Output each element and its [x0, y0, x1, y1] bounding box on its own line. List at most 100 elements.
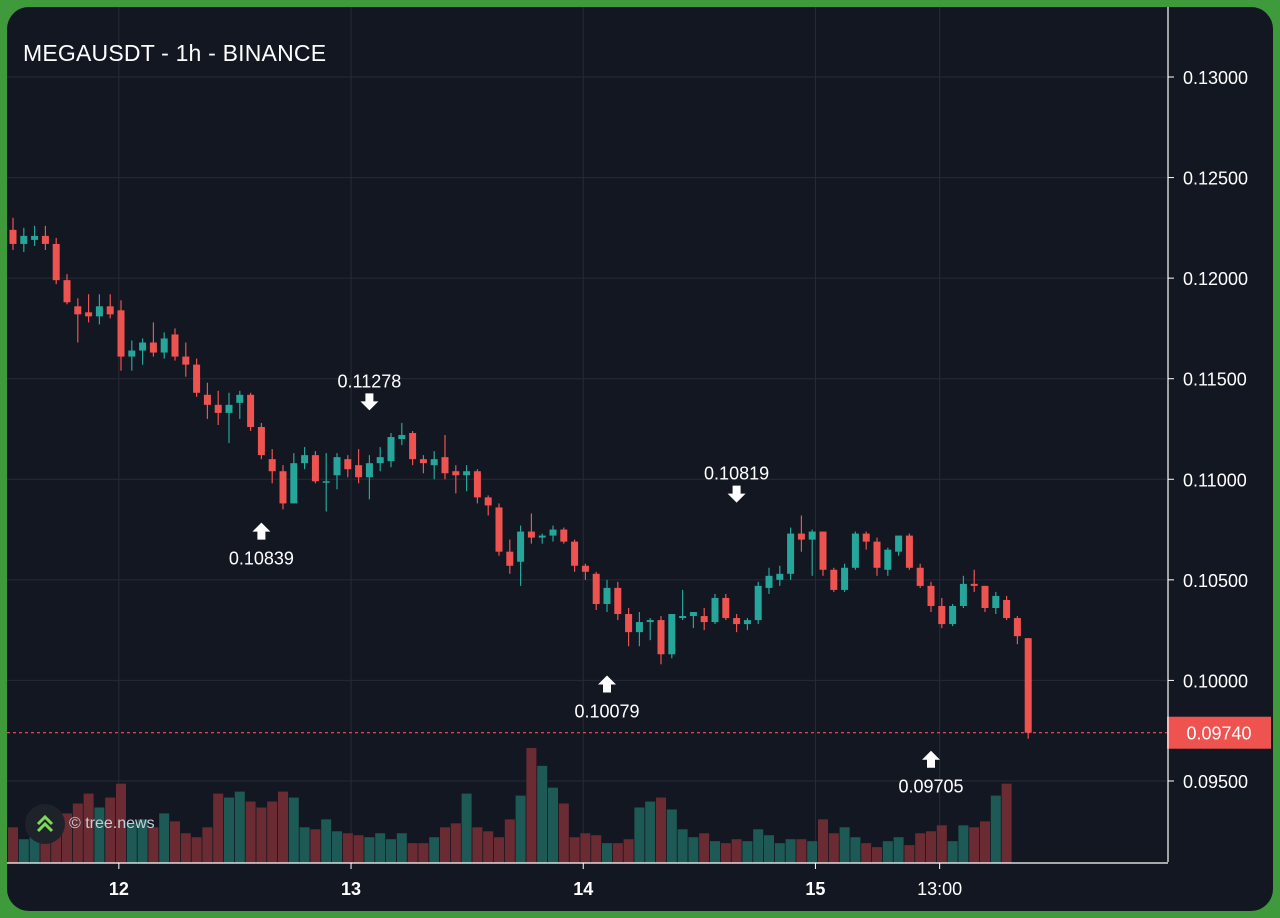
volume-bar: [796, 839, 807, 863]
volume-bar: [558, 803, 569, 863]
volume-bar: [537, 765, 548, 863]
candle-body: [128, 350, 136, 357]
candle-body: [981, 585, 989, 608]
volume-bar: [872, 847, 882, 863]
volume-bar: [515, 795, 526, 863]
candle-body: [463, 471, 471, 476]
volume-bar: [29, 831, 40, 863]
volume-bar: [396, 833, 407, 863]
candle-body: [31, 235, 39, 240]
candle-body: [949, 605, 957, 625]
candle-body: [819, 531, 827, 570]
volume-bar: [882, 841, 893, 863]
candle-body: [787, 533, 795, 574]
y-tick-label: 0.13000: [1183, 68, 1248, 88]
candle-body: [214, 404, 222, 413]
candle-body: [733, 618, 741, 625]
candle-body: [581, 565, 589, 572]
chart-title: MEGAUSDT - 1h - BINANCE: [23, 40, 327, 66]
candle-body: [841, 567, 849, 590]
volume-bar: [418, 843, 429, 863]
candle-body: [387, 437, 395, 462]
candle-body: [560, 529, 568, 542]
candle-body: [873, 541, 881, 568]
candle-body: [916, 567, 924, 586]
volume-bar: [666, 809, 677, 863]
volume-bar: [526, 748, 537, 863]
volume-bar: [580, 833, 591, 863]
volume-bar: [602, 843, 612, 863]
candle-body: [365, 463, 373, 478]
candle-body: [808, 531, 816, 540]
candle-body: [527, 531, 535, 538]
volume-bar: [623, 839, 634, 863]
volume-bar: [353, 835, 364, 863]
volume-bar: [818, 819, 828, 863]
volume-bar: [51, 825, 62, 863]
arrow-up-icon: [922, 750, 940, 768]
volume-bar: [256, 807, 267, 863]
volume-bar: [720, 843, 731, 863]
candle-body: [63, 280, 71, 303]
candle-body: [754, 585, 762, 621]
volume-bar: [310, 829, 321, 863]
volume-bar: [321, 819, 332, 863]
volume-bar: [947, 841, 958, 863]
candle-body: [895, 535, 903, 552]
volume-bar: [278, 791, 288, 863]
volume-bar: [40, 833, 51, 863]
candle-body: [20, 235, 28, 244]
volume-bar: [893, 837, 904, 863]
candle-body: [938, 605, 946, 625]
volume-bar: [148, 827, 159, 863]
volume-bar: [699, 833, 710, 863]
volume-bar: [191, 837, 202, 863]
candle-body: [657, 620, 665, 655]
high-price-label: 0.10819: [704, 464, 769, 484]
x-tick-label: 15: [805, 879, 825, 899]
candle-body: [927, 585, 935, 606]
candle-body: [268, 459, 276, 472]
brand-watermark: © tree.news: [25, 804, 155, 844]
low-price-label: 0.10079: [574, 702, 639, 722]
candle-body: [1003, 599, 1011, 619]
high-price-label: 0.11278: [338, 371, 402, 391]
candle-body: [776, 573, 784, 580]
volume-bar: [450, 823, 461, 863]
last-price-tag: [1167, 716, 1271, 749]
candle-body: [700, 616, 708, 623]
candle-body: [257, 426, 265, 456]
last-price-label: 0.09740: [1186, 724, 1251, 744]
candle-body: [193, 364, 201, 393]
candle-body: [625, 614, 633, 633]
price-chart[interactable]: 0.09740 0.10839 0.11278 0.10079 0.10819 0.09…: [7, 7, 1273, 911]
volume-bar: [904, 845, 915, 863]
volume-bar: [170, 821, 180, 863]
candle-body: [830, 569, 838, 590]
y-tick-label: 0.12000: [1183, 269, 1248, 289]
candle-body: [614, 587, 622, 615]
candle-body: [452, 471, 460, 476]
volume-bar: [710, 841, 720, 863]
volume-bar: [72, 803, 83, 863]
candle-body: [851, 533, 859, 568]
candle-body: [473, 471, 481, 498]
volume-bar: [62, 813, 72, 863]
candle-body: [290, 463, 298, 504]
volume-bar: [234, 791, 245, 863]
volume-bar: [807, 841, 818, 863]
volume-bar: [569, 837, 580, 863]
candle-body: [430, 459, 438, 466]
volume-bar: [677, 829, 688, 863]
arrow-up-icon: [598, 675, 616, 693]
candle-body: [549, 529, 557, 536]
candle-body: [743, 620, 751, 625]
candle-body: [41, 235, 49, 244]
grid: [7, 7, 1167, 862]
y-tick-label: 0.11500: [1183, 370, 1247, 390]
candle-body: [203, 394, 211, 405]
volume-bar: [764, 835, 774, 863]
candle-body: [679, 616, 687, 619]
brand-text: © tree.news: [69, 815, 155, 832]
volume-bar: [1001, 783, 1012, 863]
